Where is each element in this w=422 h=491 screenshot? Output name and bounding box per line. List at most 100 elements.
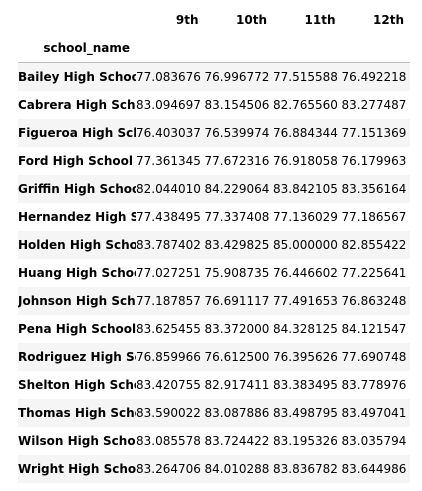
cell-score-12th: 77.225641 <box>341 265 407 280</box>
row-index-school-name: Bailey High School <box>18 69 136 84</box>
row-index-school-name: Pena High School <box>18 321 136 336</box>
cell-score-10th: 76.996772 <box>204 69 270 84</box>
table-row: Rodriguez High School76.85996676.6125007… <box>18 342 410 371</box>
cell-score-11th: 83.195326 <box>273 433 338 448</box>
cell-score-11th: 82.765560 <box>273 97 338 112</box>
index-header-blank <box>205 34 274 63</box>
cell-score-11th: 77.491653 <box>273 293 338 308</box>
table-row: Wright High School 83.264706 84.010288 83.8… <box>18 454 410 483</box>
row-index-school-name: Johnson High School <box>18 293 136 308</box>
cell-score-12th: 84.121547 <box>341 321 407 336</box>
row-index-school-name: Hernandez High School <box>18 209 136 224</box>
table-row: Hernandez High School77.43849577.3374087… <box>18 202 410 231</box>
row-index-school-name: Thomas High School <box>18 405 136 420</box>
cell-score-11th: 83.383495 <box>273 377 338 392</box>
cell-score-12th: 77.186567 <box>341 209 407 224</box>
cell-score-10th: 76.539974 <box>204 125 270 140</box>
table-row: Johnson High School77.18785776.69111777.… <box>18 286 410 315</box>
row-index-school-name: Holden High School <box>18 237 136 252</box>
cell-score-12th: 83.277487 <box>341 97 407 112</box>
row-index-school-name: Wilson High School <box>18 433 136 448</box>
cell-score-10th: 83.429825 <box>204 237 270 252</box>
cell-score-9th: 83.787402 <box>136 237 201 252</box>
cell-score-9th: 77.187857 <box>136 293 201 308</box>
cell-score-11th: 85.000000 <box>273 237 338 252</box>
column-header-11th: 11th <box>304 13 336 27</box>
index-header-row: school_name <box>18 34 410 63</box>
cell-score-10th: 82.917411 <box>204 377 270 392</box>
index-header-blank <box>273 34 342 63</box>
row-index-school-name: Wright High School <box>18 461 136 476</box>
cell-score-11th: 84.328125 <box>273 321 338 336</box>
index-header-blank <box>342 34 411 63</box>
cell-score-9th: 83.094697 <box>136 97 201 112</box>
cell-score-11th: 76.395626 <box>273 349 338 364</box>
row-index-school-name: Rodriguez High School <box>18 349 136 364</box>
cell-score-9th: 77.361345 <box>136 153 201 168</box>
cell-score-9th: 77.083676 <box>136 69 201 84</box>
column-header-9th: 9th <box>175 13 199 27</box>
row-index-school-name: Figueroa High School <box>18 125 136 140</box>
row-index-school-name: Ford High School <box>18 153 134 168</box>
cell-score-9th: 83.590022 <box>136 405 201 420</box>
cell-score-10th: 76.612500 <box>204 349 270 364</box>
cell-score-10th: 83.372000 <box>204 321 270 336</box>
table-row: Bailey High School 77.083676 76.996772 77.5… <box>18 62 410 91</box>
cell-score-9th: 82.044010 <box>136 181 201 196</box>
column-header-10th: 10th <box>236 13 267 27</box>
cell-score-9th: 83.264706 <box>136 461 201 476</box>
table-row: Wilson High School 83.085578 83.724422 83.1… <box>18 426 410 455</box>
cell-score-12th: 77.690748 <box>341 349 407 364</box>
table-row: Thomas High School83.59002283.08788683.4… <box>18 398 410 427</box>
cell-score-10th: 75.908735 <box>204 265 270 280</box>
cell-score-10th: 76.691117 <box>204 293 270 308</box>
cell-score-12th: 83.497041 <box>341 405 407 420</box>
cell-score-9th: 76.859966 <box>136 349 201 364</box>
cell-score-11th: 77.515588 <box>273 69 338 84</box>
table-row: Pena High School 83.625455 83.372000 84.328… <box>18 314 410 343</box>
cell-score-11th: 83.842105 <box>273 181 338 196</box>
cell-score-10th: 84.229064 <box>204 181 270 196</box>
table-row: Griffin High School 82.044010 84.229064 83.… <box>18 174 410 203</box>
cell-score-11th: 83.836782 <box>273 461 338 476</box>
row-index-school-name: Cabrera High School <box>18 97 136 112</box>
table-row: Huang High School 77.027251 75.908735 76.44… <box>18 258 410 287</box>
cell-score-12th: 82.855422 <box>341 237 407 252</box>
cell-score-11th: 77.136029 <box>273 209 338 224</box>
cell-score-11th: 76.446602 <box>273 265 338 280</box>
table-row: Ford High School 77.361345 77.672316 76.918… <box>18 146 410 175</box>
cell-score-10th: 84.010288 <box>204 461 270 476</box>
cell-score-10th: 77.672316 <box>204 153 270 168</box>
row-index-school-name: Huang High School <box>18 265 136 280</box>
cell-score-10th: 83.724422 <box>204 433 270 448</box>
cell-score-10th: 77.337408 <box>204 209 270 224</box>
column-header-row: 9th 10th 11th 12th <box>18 6 410 34</box>
cell-score-10th: 83.087886 <box>204 405 270 420</box>
table-row: Figueroa High School76.40303776.53997476… <box>18 118 410 147</box>
cell-score-12th: 77.151369 <box>341 125 407 140</box>
table-header: 9th 10th 11th 12th school_name <box>18 6 410 63</box>
cell-score-9th: 83.085578 <box>136 433 201 448</box>
cell-score-12th: 76.179963 <box>341 153 407 168</box>
cell-score-9th: 76.403037 <box>136 125 201 140</box>
column-header-12th: 12th <box>373 13 404 27</box>
cell-score-12th: 83.035794 <box>341 433 407 448</box>
cell-score-12th: 76.492218 <box>341 69 407 84</box>
cell-score-12th: 83.778976 <box>341 377 407 392</box>
dataframe-table: 9th 10th 11th 12th school_name Bailey Hi… <box>18 6 410 483</box>
index-header-blank <box>136 34 205 63</box>
cell-score-11th: 83.498795 <box>273 405 338 420</box>
table-row: Shelton High School83.42075582.91741183.… <box>18 370 410 399</box>
row-index-school-name: Shelton High School <box>18 377 136 392</box>
cell-score-9th: 83.625455 <box>136 321 201 336</box>
index-name-header: school_name <box>43 41 130 55</box>
cell-score-9th: 83.420755 <box>136 377 201 392</box>
cell-score-10th: 83.154506 <box>204 97 270 112</box>
table-body: Bailey High School 77.083676 76.996772 77.5… <box>18 62 410 483</box>
cell-score-11th: 76.884344 <box>273 125 338 140</box>
row-index-school-name: Griffin High School <box>18 181 136 196</box>
cell-score-9th: 77.027251 <box>136 265 201 280</box>
cell-score-12th: 83.356164 <box>341 181 407 196</box>
table-row: Holden High School83.78740283.42982585.0… <box>18 230 410 259</box>
